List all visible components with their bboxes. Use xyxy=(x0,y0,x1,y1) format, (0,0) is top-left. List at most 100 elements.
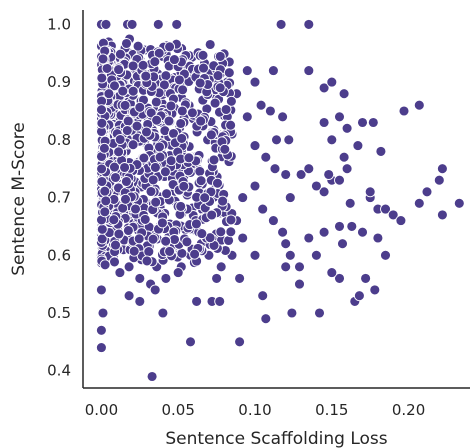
data-point xyxy=(113,64,125,76)
data-point xyxy=(121,38,132,49)
data-point xyxy=(195,115,207,127)
data-point xyxy=(367,117,379,128)
data-point xyxy=(284,192,296,204)
data-point xyxy=(234,336,246,348)
data-point xyxy=(318,117,330,128)
data-point xyxy=(128,245,140,257)
data-point xyxy=(344,197,356,209)
data-point xyxy=(326,267,338,279)
data-point xyxy=(212,70,224,82)
data-point xyxy=(138,152,150,164)
data-point xyxy=(123,261,135,273)
data-point xyxy=(341,163,353,175)
data-point xyxy=(139,213,151,225)
data-point xyxy=(225,226,237,238)
data-point xyxy=(277,226,289,238)
data-point xyxy=(260,151,272,163)
data-point xyxy=(120,193,131,205)
data-point xyxy=(99,185,111,197)
data-point xyxy=(181,236,193,248)
data-point xyxy=(132,40,144,52)
x-axis-ticks: 0.00 0.05 0.10 0.15 0.20 xyxy=(85,401,426,419)
data-point xyxy=(130,203,141,215)
data-point xyxy=(303,163,315,175)
data-point xyxy=(195,175,207,187)
data-point xyxy=(168,54,180,66)
data-point xyxy=(96,223,108,235)
data-point xyxy=(97,53,109,65)
data-point xyxy=(178,180,190,192)
data-point xyxy=(177,84,189,96)
data-point xyxy=(149,284,161,296)
data-point xyxy=(149,161,161,173)
data-point xyxy=(209,97,221,109)
data-point xyxy=(334,111,345,123)
data-point xyxy=(326,76,338,88)
data-point xyxy=(295,169,307,180)
data-point xyxy=(190,218,202,230)
data-point xyxy=(421,186,433,198)
data-point xyxy=(143,246,155,258)
data-point xyxy=(113,146,125,158)
data-point xyxy=(150,96,162,108)
y-axis-title: Sentence M-Score xyxy=(9,122,29,276)
data-point xyxy=(214,82,226,94)
data-point xyxy=(310,180,322,192)
data-point xyxy=(163,115,175,127)
data-point xyxy=(126,18,138,30)
data-point xyxy=(122,225,134,236)
data-point xyxy=(249,140,261,152)
y-tick-label: 0.4 xyxy=(47,362,71,380)
data-point xyxy=(164,41,176,53)
data-point xyxy=(150,196,162,208)
data-point xyxy=(108,214,120,226)
x-tick-label: 0.20 xyxy=(392,401,425,419)
data-point xyxy=(211,272,223,284)
data-point xyxy=(364,186,376,198)
data-point xyxy=(286,307,298,319)
data-point xyxy=(212,177,223,189)
data-point xyxy=(186,107,198,119)
data-point xyxy=(280,169,292,180)
data-point xyxy=(175,200,187,212)
data-point xyxy=(208,154,220,166)
data-point xyxy=(109,256,120,268)
data-point xyxy=(234,272,246,284)
data-point xyxy=(436,163,448,175)
data-point xyxy=(303,18,315,30)
data-point xyxy=(217,195,229,207)
data-point xyxy=(114,134,126,145)
data-point xyxy=(453,197,465,209)
data-point xyxy=(375,145,387,157)
data-point xyxy=(183,152,195,164)
data-point xyxy=(189,248,201,260)
data-point xyxy=(413,99,425,111)
data-point xyxy=(171,18,183,30)
data-point xyxy=(96,117,108,129)
data-point xyxy=(137,59,149,71)
data-point xyxy=(121,125,133,136)
data-point xyxy=(334,272,345,284)
data-point xyxy=(380,249,391,261)
data-point xyxy=(398,105,410,117)
data-point xyxy=(249,249,261,261)
data-point xyxy=(205,129,217,141)
data-point xyxy=(119,162,131,173)
data-point xyxy=(294,278,305,290)
data-point xyxy=(194,77,206,89)
data-point xyxy=(314,307,325,319)
data-point xyxy=(191,295,203,307)
data-point xyxy=(372,232,384,244)
data-point xyxy=(140,70,152,82)
data-point xyxy=(318,82,330,94)
data-point xyxy=(214,295,226,307)
data-point xyxy=(164,245,176,257)
data-point xyxy=(95,324,107,336)
data-point xyxy=(353,290,365,302)
data-point xyxy=(338,151,350,163)
data-point xyxy=(145,107,157,119)
data-point xyxy=(310,249,322,261)
data-point xyxy=(196,228,208,240)
data-point xyxy=(151,114,163,126)
x-tick-label: 0.00 xyxy=(85,401,118,419)
